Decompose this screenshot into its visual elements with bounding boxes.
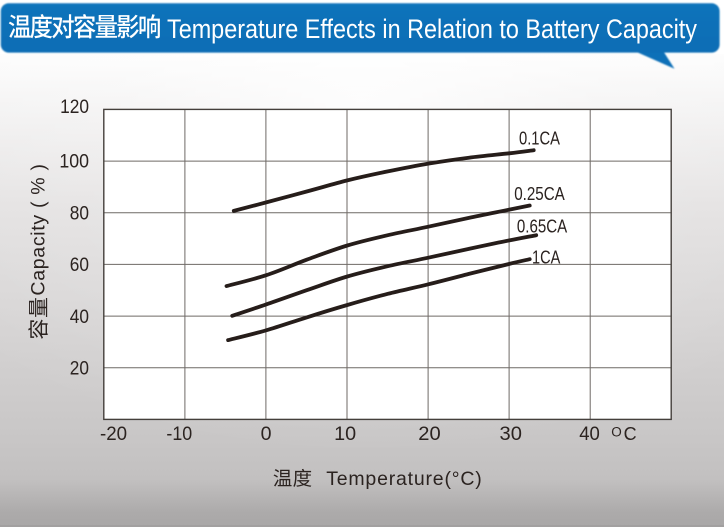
svg-text:0.65CA: 0.65CA: [517, 217, 567, 237]
svg-text:Temperature(°C): Temperature(°C): [326, 468, 482, 490]
svg-text:20: 20: [418, 424, 440, 445]
svg-text:1CA: 1CA: [532, 248, 560, 268]
svg-text:40: 40: [579, 424, 600, 445]
svg-text:-20: -20: [100, 424, 127, 445]
svg-text:100: 100: [59, 152, 89, 173]
svg-text:C: C: [624, 424, 637, 444]
svg-text:0.25CA: 0.25CA: [514, 184, 565, 204]
svg-text:O: O: [611, 424, 622, 439]
svg-text:80: 80: [70, 204, 89, 225]
svg-text:Temperature Effects in Relatio: Temperature Effects in Relation to Batte…: [167, 14, 697, 44]
svg-text:40: 40: [70, 307, 89, 328]
svg-text:-10: -10: [166, 424, 192, 445]
svg-text:0.1CA: 0.1CA: [519, 128, 560, 148]
svg-text:0: 0: [261, 424, 272, 445]
svg-text:60: 60: [70, 255, 89, 276]
svg-text:10: 10: [334, 424, 356, 445]
svg-text:20: 20: [70, 359, 89, 380]
svg-text:120: 120: [60, 97, 89, 118]
svg-text:30: 30: [500, 424, 522, 445]
svg-text:Capacity ( % ): Capacity ( % ): [27, 163, 49, 295]
